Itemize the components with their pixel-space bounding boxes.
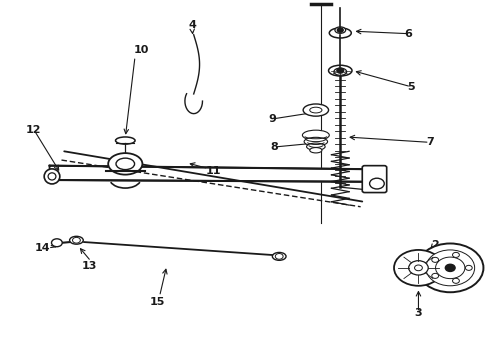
Ellipse shape xyxy=(44,169,60,184)
Text: 2: 2 xyxy=(431,239,439,249)
Ellipse shape xyxy=(335,27,345,33)
Ellipse shape xyxy=(272,252,286,260)
Text: 14: 14 xyxy=(34,243,50,253)
Circle shape xyxy=(453,278,459,283)
Circle shape xyxy=(432,257,439,262)
Circle shape xyxy=(417,243,484,292)
Text: 7: 7 xyxy=(426,138,434,147)
Circle shape xyxy=(394,250,443,286)
Ellipse shape xyxy=(329,28,351,38)
Text: 11: 11 xyxy=(205,166,221,176)
Ellipse shape xyxy=(310,148,322,153)
Text: 15: 15 xyxy=(149,297,165,307)
Text: 8: 8 xyxy=(270,142,278,152)
Circle shape xyxy=(73,237,80,243)
Circle shape xyxy=(337,28,343,32)
Ellipse shape xyxy=(303,104,329,116)
Circle shape xyxy=(466,265,472,270)
Ellipse shape xyxy=(310,107,322,113)
Text: 9: 9 xyxy=(268,114,276,124)
Circle shape xyxy=(445,264,455,271)
Polygon shape xyxy=(49,166,372,182)
Circle shape xyxy=(337,68,343,73)
Circle shape xyxy=(51,239,62,247)
Text: 10: 10 xyxy=(134,45,149,55)
FancyBboxPatch shape xyxy=(362,166,387,193)
Ellipse shape xyxy=(334,68,346,75)
Ellipse shape xyxy=(307,143,325,150)
Text: 3: 3 xyxy=(415,308,422,318)
Text: 1: 1 xyxy=(461,250,469,260)
Circle shape xyxy=(275,253,283,259)
Text: 5: 5 xyxy=(407,82,415,92)
Ellipse shape xyxy=(329,65,352,76)
Circle shape xyxy=(369,178,384,189)
Text: 12: 12 xyxy=(26,125,42,135)
Ellipse shape xyxy=(302,130,329,140)
Circle shape xyxy=(453,252,459,257)
Circle shape xyxy=(426,250,475,286)
Ellipse shape xyxy=(304,137,328,146)
Text: 13: 13 xyxy=(82,261,98,271)
Circle shape xyxy=(409,261,428,275)
Circle shape xyxy=(415,265,422,271)
Ellipse shape xyxy=(116,137,135,144)
Ellipse shape xyxy=(108,153,143,175)
Ellipse shape xyxy=(48,173,56,180)
Ellipse shape xyxy=(116,158,135,170)
Circle shape xyxy=(432,273,439,278)
Circle shape xyxy=(436,257,465,279)
Ellipse shape xyxy=(70,236,83,244)
Text: 4: 4 xyxy=(188,20,196,30)
Text: 6: 6 xyxy=(405,29,413,39)
